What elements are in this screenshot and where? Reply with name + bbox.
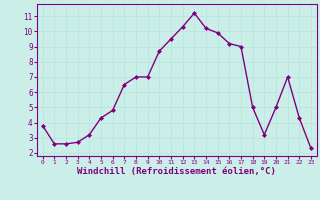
X-axis label: Windchill (Refroidissement éolien,°C): Windchill (Refroidissement éolien,°C) (77, 167, 276, 176)
